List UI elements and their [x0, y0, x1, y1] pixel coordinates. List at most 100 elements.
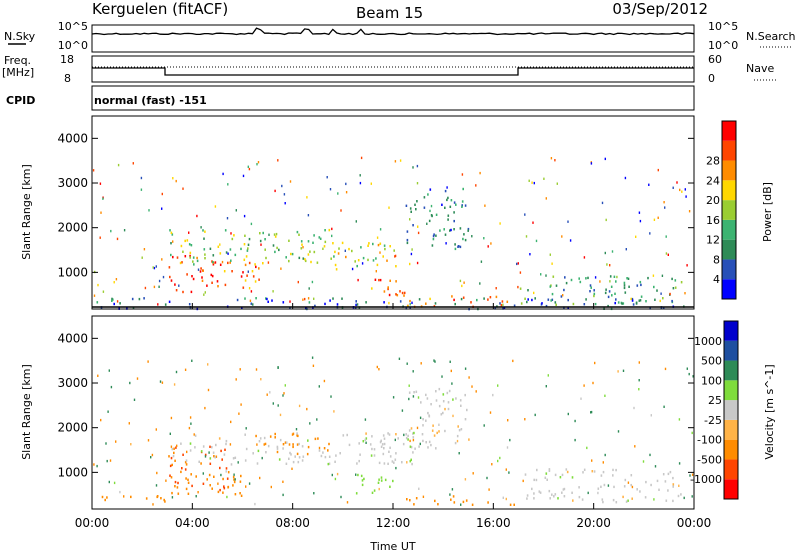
range-cell	[554, 301, 557, 304]
range-cell	[602, 500, 604, 504]
range-cell	[507, 419, 509, 422]
range-cell	[172, 255, 174, 259]
range-cell	[406, 238, 409, 242]
range-cell	[178, 284, 180, 287]
range-cell	[451, 382, 453, 385]
colorbar-segment	[722, 219, 736, 240]
range-cell	[211, 281, 213, 284]
range-cell	[263, 436, 266, 440]
range-cell	[683, 496, 685, 500]
range-cell	[180, 470, 182, 474]
range-cell	[170, 279, 173, 282]
range-cell	[345, 182, 347, 186]
range-cell	[409, 445, 412, 448]
range-cell	[346, 501, 349, 504]
range-cell	[171, 233, 174, 236]
range-cell	[389, 485, 391, 488]
range-cell	[324, 455, 327, 459]
colorbar-segment	[724, 380, 738, 401]
range-cell	[93, 294, 96, 297]
range-cell	[672, 485, 674, 488]
range-cell	[405, 307, 408, 310]
range-cell	[355, 220, 357, 223]
range-cell	[663, 201, 665, 204]
range-cell	[387, 286, 389, 289]
range-cell	[234, 493, 237, 496]
range-cell	[288, 443, 291, 446]
range-cell	[379, 440, 382, 444]
range-cell	[412, 224, 414, 227]
range-cell	[594, 276, 597, 279]
range-cell	[300, 240, 303, 243]
range-cell	[170, 242, 172, 245]
range-cell	[502, 496, 504, 499]
range-cell	[630, 474, 633, 477]
range-cell	[431, 214, 433, 218]
range-cell	[351, 267, 354, 271]
range-cell	[395, 466, 397, 470]
range-cell	[202, 482, 205, 485]
range-cell	[189, 449, 192, 452]
range-cell	[427, 193, 429, 196]
range-cell	[458, 452, 460, 455]
range-cell	[590, 410, 593, 414]
velocity-cells	[93, 356, 694, 506]
range-cell	[601, 498, 604, 501]
range-cell	[161, 192, 163, 196]
range-cell	[427, 446, 429, 449]
range-cell	[266, 297, 268, 301]
range-cell	[388, 206, 390, 209]
range-cell	[382, 452, 385, 456]
range-cell	[119, 302, 121, 305]
range-cell	[169, 464, 172, 468]
range-cell	[298, 442, 300, 446]
power-ylabel: Slant Range [km]	[20, 164, 33, 260]
range-cell	[434, 302, 437, 305]
range-cell	[583, 303, 586, 306]
range-cell	[617, 370, 619, 373]
range-cell	[232, 484, 234, 487]
range-cell	[409, 460, 412, 463]
range-cell	[203, 293, 205, 296]
range-cell	[203, 248, 206, 251]
range-cell	[475, 184, 477, 187]
range-cell	[317, 437, 319, 440]
range-cell	[354, 260, 356, 263]
range-cell	[447, 196, 449, 200]
range-cell	[255, 368, 258, 371]
colorbar-segment	[722, 160, 736, 181]
range-cell	[411, 462, 413, 466]
range-cell	[268, 233, 270, 236]
range-cell	[678, 462, 681, 465]
date-title: 03/Sep/2012	[612, 0, 708, 18]
range-cell	[555, 303, 557, 306]
range-cell	[204, 257, 206, 260]
range-cell	[594, 302, 597, 306]
range-cell	[282, 480, 284, 483]
range-cell	[660, 292, 662, 295]
range-cell	[401, 291, 404, 295]
range-cell	[422, 418, 424, 421]
range-cell	[437, 503, 439, 506]
range-cell	[100, 418, 102, 422]
range-cell	[589, 284, 592, 287]
range-cell	[586, 446, 588, 450]
range-cell	[410, 210, 412, 213]
range-cell	[636, 488, 638, 491]
range-cell	[188, 426, 191, 430]
range-cell	[170, 416, 173, 420]
range-cell	[209, 247, 212, 250]
range-cell	[362, 440, 365, 443]
range-cell	[460, 503, 462, 506]
range-cell	[412, 370, 414, 373]
range-cell	[401, 461, 403, 464]
range-cell	[561, 491, 563, 494]
range-cell	[110, 229, 112, 233]
range-cell	[665, 499, 668, 502]
range-cell	[259, 437, 262, 440]
range-cell	[330, 395, 332, 398]
range-cell	[410, 427, 413, 430]
range-cell	[324, 302, 326, 306]
range-cell	[597, 487, 600, 490]
range-cell	[519, 271, 522, 274]
